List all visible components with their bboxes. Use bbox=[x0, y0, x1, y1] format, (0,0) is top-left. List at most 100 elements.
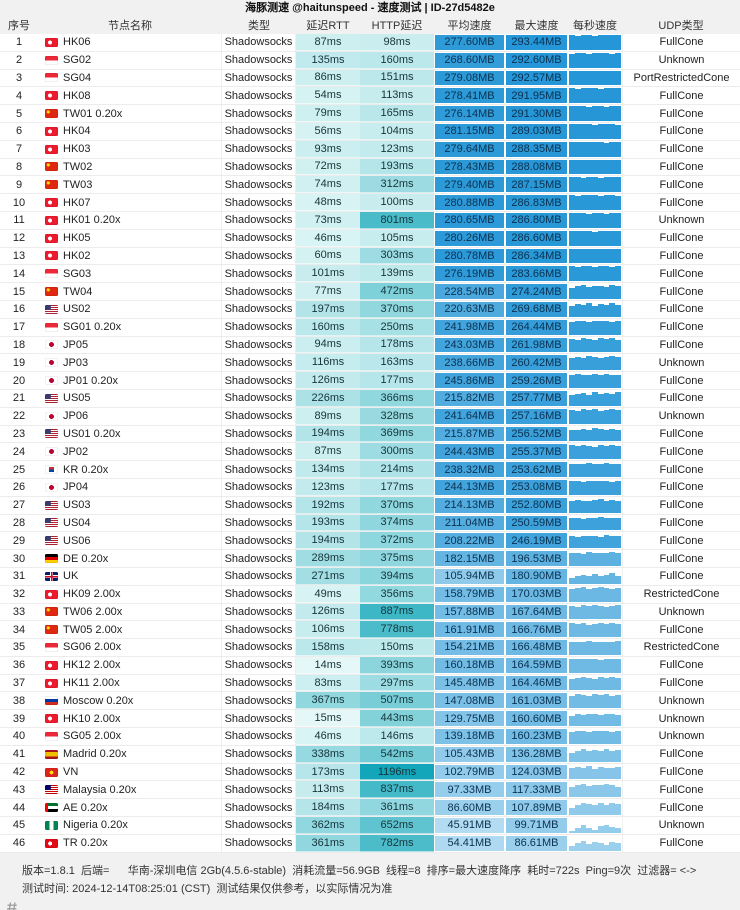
speed-bar bbox=[574, 694, 581, 709]
node-name-cell: HK02 bbox=[38, 247, 222, 265]
flag-icon bbox=[45, 589, 58, 599]
flag-icon bbox=[45, 251, 58, 261]
rtt-latency: 193ms bbox=[296, 514, 360, 532]
row-index: 20 bbox=[12, 374, 26, 387]
speed-bar bbox=[586, 141, 593, 157]
speed-bar bbox=[574, 267, 581, 282]
speed-bar bbox=[569, 588, 575, 602]
per-second-speed-chart bbox=[568, 692, 622, 710]
row-index: 42 bbox=[12, 766, 26, 779]
node-type: Shadowsocks bbox=[222, 567, 296, 585]
node-name: TW06 2.00x bbox=[63, 605, 123, 618]
speed-bar bbox=[603, 70, 610, 86]
speed-bar bbox=[574, 499, 581, 513]
http-latency: 139ms bbox=[360, 265, 434, 283]
speed-bar bbox=[569, 463, 575, 477]
speed-bar bbox=[580, 841, 587, 851]
row-index: 15 bbox=[12, 285, 26, 298]
udp-type: FullCone bbox=[622, 336, 740, 354]
node-name-cell: JP01 0.20x bbox=[38, 372, 222, 389]
node-name-cell: HK10 2.00x bbox=[38, 710, 222, 728]
speed-bar bbox=[603, 553, 610, 566]
max-speed: 117.33MB bbox=[505, 781, 568, 799]
speed-bar bbox=[592, 124, 598, 139]
table-row: 22 JP06 Shadowsocks 89ms 328ms 241.64MB 257.16… bbox=[0, 407, 740, 426]
node-name-cell: Moscow 0.20x bbox=[38, 692, 222, 710]
node-type: Shadowsocks bbox=[222, 140, 296, 158]
row-index: 36 bbox=[12, 659, 26, 672]
speed-bar bbox=[592, 321, 598, 335]
speed-bar bbox=[603, 249, 610, 264]
speed-bar bbox=[574, 106, 581, 121]
avg-speed: 161.91MB bbox=[434, 621, 505, 639]
speed-bar bbox=[569, 752, 575, 762]
http-latency: 374ms bbox=[360, 514, 434, 532]
flag-icon bbox=[45, 536, 58, 546]
node-name-cell: JP02 bbox=[38, 443, 222, 461]
speed-bar bbox=[569, 321, 575, 335]
http-latency: 98ms bbox=[360, 34, 434, 51]
http-latency: 105ms bbox=[360, 229, 434, 247]
speed-bar bbox=[615, 464, 622, 477]
speed-bar bbox=[603, 606, 610, 620]
node-type: Shadowsocks bbox=[222, 781, 296, 799]
max-speed: 286.60MB bbox=[505, 229, 568, 247]
speed-bar bbox=[597, 843, 604, 851]
speed-bar bbox=[597, 642, 604, 655]
speed-bar bbox=[592, 88, 598, 104]
row-index: 39 bbox=[12, 712, 26, 725]
node-name-cell: Malaysia 0.20x bbox=[38, 781, 222, 799]
speed-bar bbox=[592, 678, 598, 691]
speed-bar bbox=[603, 339, 610, 353]
table-row: 39 HK10 2.00x Shadowsocks 15ms 443ms 129.75MB… bbox=[0, 710, 740, 729]
max-speed: 107.89MB bbox=[505, 799, 568, 817]
speed-bar bbox=[592, 841, 598, 851]
speed-bar bbox=[592, 605, 598, 620]
http-latency: 370ms bbox=[360, 496, 434, 514]
speed-bar bbox=[586, 35, 593, 50]
speed-bar bbox=[592, 356, 598, 371]
row-index: 44 bbox=[12, 801, 26, 814]
speed-bar bbox=[586, 53, 593, 68]
speed-bar bbox=[592, 694, 598, 709]
row-index: 5 bbox=[15, 107, 23, 120]
table-row: 2 SG02 Shadowsocks 135ms 160ms 268.60MB 292.60… bbox=[0, 51, 740, 70]
rtt-latency: 87ms bbox=[296, 443, 360, 461]
speed-bar bbox=[615, 552, 622, 566]
row-index: 45 bbox=[12, 819, 26, 832]
avg-speed: 279.40MB bbox=[434, 176, 505, 194]
http-latency: 1196ms bbox=[360, 763, 434, 781]
table-row: 10 HK07 Shadowsocks 48ms 100ms 280.88MB 286.83… bbox=[0, 194, 740, 212]
node-name: VN bbox=[63, 766, 79, 779]
speed-bar bbox=[569, 410, 575, 424]
speed-bar bbox=[597, 766, 604, 780]
speed-bar bbox=[603, 749, 610, 762]
row-index: 21 bbox=[12, 392, 26, 405]
speed-bar bbox=[574, 124, 581, 139]
speed-bar bbox=[609, 266, 616, 282]
rtt-latency: 72ms bbox=[296, 158, 360, 176]
speed-bar bbox=[609, 177, 616, 193]
per-second-speed-chart bbox=[568, 87, 622, 105]
speed-bar bbox=[574, 177, 581, 193]
avg-speed: 45.91MB bbox=[434, 817, 505, 834]
speed-bar bbox=[586, 287, 593, 299]
speed-bar bbox=[569, 678, 575, 691]
max-speed: 166.48MB bbox=[505, 639, 568, 656]
row-index: 6 bbox=[15, 125, 23, 138]
speed-bar bbox=[586, 462, 593, 477]
column-header: 延迟RTT bbox=[306, 20, 350, 32]
speed-bar bbox=[569, 695, 575, 709]
node-name: HK03 bbox=[63, 143, 91, 156]
flag-icon bbox=[45, 198, 58, 208]
flag-icon bbox=[45, 482, 58, 492]
http-latency: 177ms bbox=[360, 478, 434, 496]
speed-bar bbox=[569, 248, 575, 264]
udp-type: FullCone bbox=[622, 176, 740, 194]
speed-bar bbox=[615, 266, 622, 282]
per-second-speed-chart bbox=[568, 567, 622, 585]
speed-bar bbox=[603, 445, 610, 460]
speed-bar bbox=[609, 499, 616, 513]
http-latency: 165ms bbox=[360, 105, 434, 122]
http-latency: 250ms bbox=[360, 318, 434, 336]
